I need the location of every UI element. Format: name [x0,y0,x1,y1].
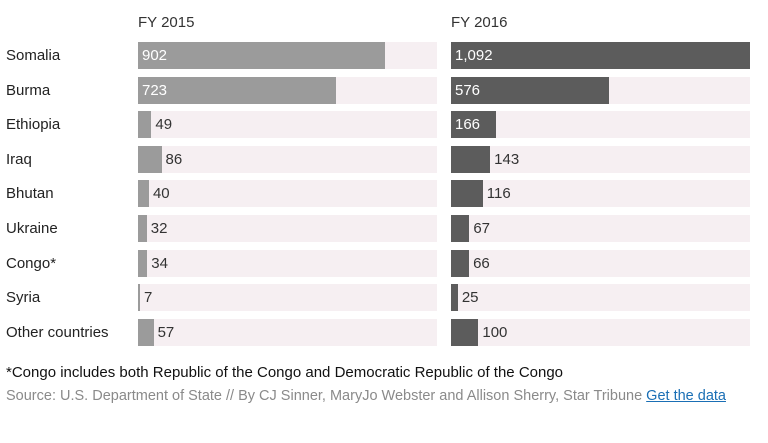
bar-track-fy-2016-bhutan: 116 [451,180,750,207]
data-label-fy-2015-syria: 7 [144,289,153,306]
bar-fy-2015-iraq [138,146,162,173]
data-label-fy-2015-somalia: 902 [142,47,168,64]
bar-fy-2015-ethiopia [138,111,152,138]
bar-track-fy-2015-other-countries: 57 [138,319,437,346]
bar-fy-2015-bhutan [138,180,149,207]
bar-track-fy-2016-other-countries: 100 [451,319,750,346]
footnote: *Congo includes both Republic of the Con… [6,364,564,381]
data-label-fy-2016-ukraine: 67 [473,220,491,237]
data-label-fy-2015-bhutan: 40 [152,185,170,202]
category-label-ukraine: Ukraine [6,220,58,237]
category-label-somalia: Somalia [6,47,61,64]
category-label-congo: Congo* [6,255,57,272]
data-label-fy-2016-other-countries: 100 [482,324,508,341]
bar-fy-2015-burma [138,77,336,104]
get-the-data-link[interactable]: Get the data [646,388,726,404]
bar-track-fy-2016-somalia: 1,092 [451,42,750,69]
data-label-fy-2016-ethiopia: 166 [455,116,481,133]
bar-fy-2015-other-countries [138,319,154,346]
category-label-burma: Burma [6,82,51,99]
data-label-fy-2016-congo: 66 [473,255,490,272]
bar-track-fy-2015-somalia: 902 [138,42,437,69]
category-label-bhutan: Bhutan [6,185,54,202]
bar-fy-2016-ethiopia [451,111,497,138]
bar-fy-2015-somalia [138,42,385,69]
bar-track-fy-2016-iraq: 143 [451,146,750,173]
data-label-fy-2015-other-countries: 57 [157,324,175,341]
bar-fy-2016-bhutan [451,180,483,207]
bar-track-fy-2015-burma: 723 [138,77,437,104]
series-title-fy-2016: FY 2016 [451,14,508,31]
bar-fy-2016-iraq [451,146,491,173]
bar-track-fy-2015-ukraine: 32 [138,215,437,242]
bar-fy-2016-somalia [451,42,750,69]
data-label-fy-2016-somalia: 1,092 [455,47,493,64]
bar-fy-2015-ukraine [138,215,147,242]
data-label-fy-2015-iraq: 86 [165,151,183,168]
data-label-fy-2015-ukraine: 32 [150,220,168,237]
data-label-fy-2015-ethiopia: 49 [155,116,173,133]
bar-fy-2015-congo [138,250,148,277]
data-label-fy-2016-bhutan: 116 [486,185,511,202]
category-label-syria: Syria [6,289,41,306]
bar-fy-2016-other-countries [451,319,479,346]
category-label-ethiopia: Ethiopia [6,116,61,133]
data-label-fy-2015-congo: 34 [151,255,168,272]
bar-track-fy-2016-ethiopia: 166 [451,111,750,138]
series-title-fy-2015: FY 2015 [138,14,195,31]
bar-track-fy-2016-congo: 66 [451,250,750,277]
source-text: Source: U.S. Department of State // By C… [6,388,647,404]
bar-fy-2016-burma [451,77,609,104]
bar-track-fy-2015-bhutan: 40 [138,180,437,207]
data-label-fy-2016-syria: 25 [461,289,479,306]
bar-track-fy-2015-iraq: 86 [138,146,437,173]
bar-fy-2016-ukraine [451,215,470,242]
source-note: Source: U.S. Department of State // By C… [6,387,766,405]
bar-fy-2015-syria [138,284,140,311]
bar-track-fy-2015-congo: 34 [138,250,437,277]
bar-fy-2016-congo [451,250,470,277]
data-label-fy-2015-burma: 723 [142,82,168,99]
bar-track-fy-2015-ethiopia: 49 [138,111,437,138]
category-label-other-countries: Other countries [6,324,109,341]
data-label-fy-2016-iraq: 143 [494,151,520,168]
data-label-fy-2016-burma: 576 [455,82,481,99]
bar-fy-2016-syria [451,284,458,311]
bar-track-fy-2016-burma: 576 [451,77,750,104]
bar-track-fy-2016-ukraine: 67 [451,215,750,242]
bar-track-fy-2016-syria: 25 [451,284,750,311]
category-label-iraq: Iraq [6,151,32,168]
bar-track-fy-2015-syria: 7 [138,284,437,311]
